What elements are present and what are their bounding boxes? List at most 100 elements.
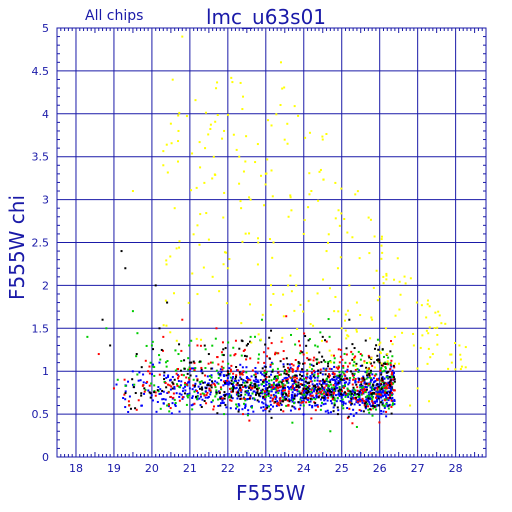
data-point — [464, 346, 467, 349]
data-point — [303, 397, 306, 400]
data-point — [382, 275, 385, 278]
data-point — [334, 295, 337, 298]
data-point — [302, 374, 305, 377]
data-point — [149, 361, 152, 364]
data-point — [286, 378, 289, 381]
data-point — [288, 370, 291, 373]
data-point — [308, 193, 311, 196]
data-point — [341, 390, 344, 393]
data-point — [215, 327, 218, 330]
data-point — [335, 383, 338, 386]
data-point — [256, 399, 259, 402]
data-point — [304, 394, 307, 397]
data-point — [248, 397, 251, 400]
data-point — [356, 389, 359, 392]
data-point — [336, 413, 339, 416]
data-point — [342, 385, 345, 388]
data-point — [385, 410, 388, 413]
data-point — [358, 397, 361, 400]
data-point — [398, 308, 401, 311]
data-point — [214, 395, 217, 398]
data-point — [220, 371, 223, 374]
data-point — [234, 353, 237, 356]
data-point — [176, 383, 179, 386]
data-point — [264, 395, 267, 398]
data-point — [261, 373, 264, 376]
data-point — [346, 334, 349, 337]
data-point — [373, 388, 376, 391]
data-point — [317, 386, 320, 389]
data-point — [214, 386, 217, 389]
data-point — [306, 393, 309, 396]
data-point — [371, 404, 374, 407]
y-tick-label: 1 — [42, 365, 49, 378]
data-point — [247, 378, 250, 381]
data-point — [301, 394, 304, 397]
data-point — [167, 405, 170, 408]
data-point — [271, 256, 274, 259]
data-point — [313, 356, 316, 359]
data-point — [287, 392, 290, 395]
data-point — [333, 391, 336, 394]
data-point — [204, 390, 207, 393]
data-point — [309, 393, 312, 396]
data-point — [344, 370, 347, 373]
data-point — [340, 212, 343, 215]
data-point — [324, 339, 327, 342]
data-point — [322, 367, 325, 370]
data-point — [334, 381, 337, 384]
data-point — [203, 381, 206, 384]
data-point — [380, 362, 383, 365]
data-point — [240, 207, 243, 210]
data-point — [173, 207, 176, 210]
data-point — [314, 384, 317, 387]
data-point — [327, 411, 330, 414]
data-point — [358, 369, 361, 372]
data-point — [286, 122, 289, 125]
data-point — [368, 401, 371, 404]
data-point — [230, 76, 233, 79]
data-point — [332, 392, 335, 395]
data-point — [366, 394, 369, 397]
data-point — [278, 384, 281, 387]
data-point — [116, 378, 119, 381]
data-point — [311, 398, 314, 401]
data-point — [262, 395, 265, 398]
data-point — [182, 387, 185, 390]
data-point — [321, 335, 324, 338]
data-point — [357, 393, 360, 396]
data-point — [326, 389, 329, 392]
data-point — [306, 369, 309, 372]
data-point — [285, 404, 288, 407]
data-point — [359, 388, 362, 391]
data-point — [291, 405, 294, 408]
data-point — [188, 344, 191, 347]
data-point — [257, 237, 260, 240]
data-point — [166, 392, 169, 395]
data-point — [390, 387, 393, 390]
data-point — [187, 357, 190, 360]
data-point — [297, 340, 300, 343]
data-point — [158, 361, 161, 364]
data-point — [315, 392, 318, 395]
data-point — [368, 395, 371, 398]
data-point — [240, 372, 243, 375]
data-point — [412, 344, 415, 347]
data-point — [308, 385, 311, 388]
data-point — [327, 241, 330, 244]
data-point — [143, 387, 146, 390]
data-point — [275, 396, 278, 399]
data-point — [393, 335, 396, 338]
data-point — [393, 389, 396, 392]
data-point — [195, 390, 198, 393]
data-point — [281, 393, 284, 396]
data-point — [253, 335, 256, 338]
data-point — [325, 378, 328, 381]
data-point — [291, 370, 294, 373]
data-point — [192, 384, 195, 387]
data-point — [377, 377, 380, 380]
data-point — [346, 309, 349, 312]
data-point — [393, 398, 396, 401]
data-point — [229, 387, 232, 390]
data-point — [177, 114, 180, 117]
